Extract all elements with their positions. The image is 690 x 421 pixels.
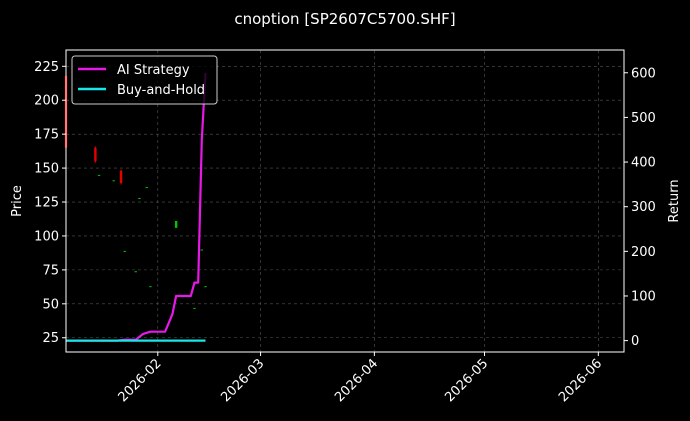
y2-tick-label: 100 xyxy=(631,289,656,304)
candle-body xyxy=(204,286,207,288)
y-tick-label: 100 xyxy=(34,229,59,244)
legend-label-buy-and-hold: Buy-and-Hold xyxy=(117,83,205,98)
plot-frame xyxy=(65,49,625,353)
y2-tick-label: 0 xyxy=(631,334,639,349)
legend-label-ai-strategy: AI Strategy xyxy=(117,63,190,78)
y-tick-label: 150 xyxy=(34,162,59,177)
candle-body xyxy=(138,197,141,199)
y2-tick-label: 500 xyxy=(631,111,656,126)
candle-body xyxy=(112,180,115,182)
y2-tick-label: 400 xyxy=(631,156,656,171)
legend-box xyxy=(71,55,218,105)
candle-body xyxy=(145,187,148,189)
candle-body xyxy=(97,174,101,176)
candle-body xyxy=(200,249,204,251)
candle-body xyxy=(149,286,152,288)
y-tick-label: 50 xyxy=(42,297,59,312)
y-tick-label: 125 xyxy=(34,196,59,211)
candle-body xyxy=(119,170,123,184)
y-axis-title: Price xyxy=(10,185,25,217)
candle-body xyxy=(134,271,137,273)
series-lines xyxy=(66,72,207,342)
y2-tick-label: 600 xyxy=(631,66,656,81)
y-tick-label: 200 xyxy=(34,94,59,109)
candle-body xyxy=(94,147,97,162)
y-tick-label: 225 xyxy=(34,60,59,75)
y2-tick-label: 200 xyxy=(631,245,656,260)
y2-tick-label: 300 xyxy=(631,200,656,215)
y-tick-label: 75 xyxy=(42,263,59,278)
candle-body xyxy=(174,221,178,228)
legend: AI Strategy Buy-and-Hold xyxy=(71,55,218,105)
candle-body xyxy=(193,307,196,309)
y-tick-label: 175 xyxy=(34,128,59,143)
y2-axis-title: Return xyxy=(667,179,682,222)
y-tick-label: 25 xyxy=(42,331,59,346)
chart-title: cnoption [SP2607C5700.SHF] xyxy=(234,10,455,28)
candle-body xyxy=(123,250,126,252)
